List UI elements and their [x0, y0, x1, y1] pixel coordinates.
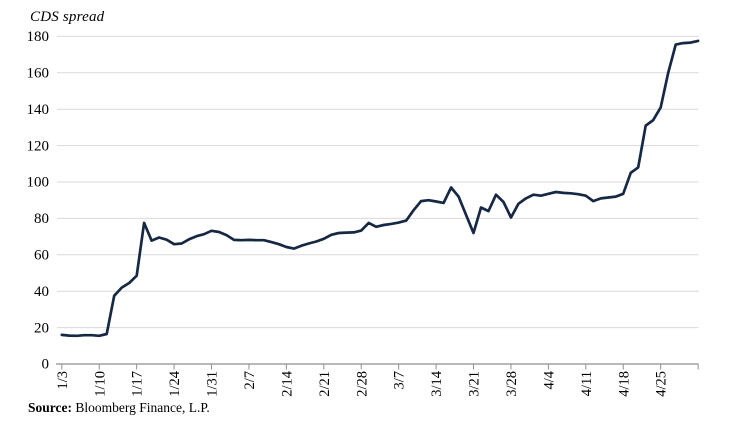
x-axis-label-3/28: 3/28: [504, 371, 520, 397]
x-axis-label-1/3: 1/3: [55, 371, 71, 390]
x-axis-label-4/18: 4/18: [616, 371, 632, 397]
x-axis-label-4/11: 4/11: [579, 371, 595, 396]
x-axis-label-4/4: 4/4: [541, 370, 557, 389]
y-axis-label-60: 60: [34, 248, 49, 264]
y-axis-label-80: 80: [34, 211, 49, 227]
x-axis-label-2/28: 2/28: [354, 371, 370, 397]
source-note: Source: Bloomberg Finance, L.P.: [28, 400, 210, 416]
x-axis-label-4/25: 4/25: [654, 371, 670, 397]
cds-spread-line: [60, 39, 700, 338]
y-axis-label-100: 100: [27, 175, 50, 191]
x-axis-label-2/7: 2/7: [242, 371, 258, 390]
x-axis-label-1/24: 1/24: [167, 370, 183, 397]
y-axis-label-180: 180: [27, 29, 50, 45]
y-axis-label-0: 0: [42, 357, 50, 373]
y-axis-label-40: 40: [34, 284, 49, 300]
source-text: Bloomberg Finance, L.P.: [72, 400, 210, 415]
y-axis-label-140: 140: [27, 102, 50, 118]
x-axis-label-2/14: 2/14: [279, 370, 295, 397]
x-axis-label-2/21: 2/21: [317, 371, 333, 397]
x-axis-label-1/10: 1/10: [92, 371, 108, 397]
source-label: Source:: [28, 400, 72, 415]
y-axis-label-20: 20: [34, 320, 49, 336]
y-axis-label-120: 120: [27, 138, 50, 154]
x-axis-label-1/31: 1/31: [205, 371, 221, 397]
chart-title: CDS spread: [30, 9, 105, 25]
x-axis-label-3/21: 3/21: [467, 371, 483, 397]
x-axis-label-3/7: 3/7: [392, 371, 408, 390]
x-axis-label-3/14: 3/14: [429, 370, 445, 397]
y-axis-label-160: 160: [27, 66, 50, 82]
x-axis-label-1/17: 1/17: [130, 371, 146, 397]
